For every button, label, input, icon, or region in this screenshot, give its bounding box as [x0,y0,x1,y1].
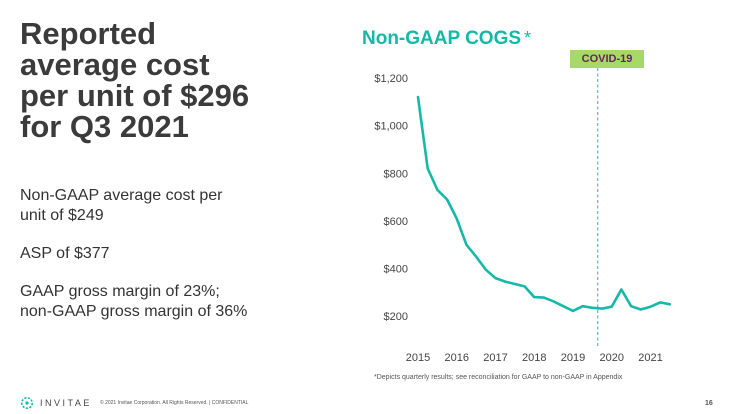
data-point [426,167,429,170]
headline: Reported average cost per unit of $296 f… [20,18,320,142]
copyright-notice: © 2021 Invitae Corporation. All Rights R… [100,400,249,406]
data-point [562,305,565,308]
metric-cost-per-unit: Non-GAAP average cost per unit of $249 [20,186,320,226]
data-point [659,301,662,304]
y-tick-label: $200 [384,311,408,323]
metric-line: ASP of $377 [20,245,110,262]
y-tick-label: $600 [384,216,408,228]
data-point [436,189,439,191]
x-tick-label: 2020 [600,352,624,364]
data-point [610,305,613,308]
data-point [494,277,497,279]
data-point [484,268,487,271]
x-tick-label: 2015 [406,352,430,364]
data-point [465,243,468,246]
chart-footnote: *Depicts quarterly results; see reconcil… [374,374,623,381]
data-point [543,296,545,299]
data-point [601,307,603,310]
page-number: 16 [705,400,713,407]
data-point [630,305,633,308]
metric-gross-margin: GAAP gross margin of 23%; non-GAAP gross… [20,282,320,322]
cogs-series-line [416,95,672,313]
headline-line: per unit of $296 [20,78,250,113]
metric-asp: ASP of $377 [20,244,320,264]
chart-title-text: Non-GAAP COGS [362,28,522,49]
metric-line: GAAP gross margin of 23%; [20,283,220,300]
brand-name: INVITAE [40,398,92,408]
data-point [523,285,526,288]
data-point [504,280,507,283]
metric-line: non-GAAP gross margin of 36% [20,303,248,320]
data-point [513,283,516,285]
data-point [475,255,478,258]
y-tick-label: $800 [384,168,408,180]
headline-line: average cost [20,47,210,82]
chart-title-footnote-marker: * [524,28,532,48]
data-point [620,288,623,291]
data-point [591,306,594,309]
y-tick-label: $400 [384,264,408,276]
data-point [417,96,419,98]
data-point [668,303,671,306]
x-tick-label: 2018 [522,352,546,364]
metric-line: Non-GAAP average cost per [20,187,223,204]
x-tick-label: 2019 [561,352,585,364]
headline-line: for Q3 2021 [20,109,189,144]
data-point [446,198,448,201]
data-point [572,310,574,312]
x-tick-label: 2021 [638,352,662,364]
metric-line: unit of $249 [20,207,104,224]
chart-title: Non-GAAP COGS * [362,28,531,50]
key-metrics-list: Non-GAAP average cost per unit of $249 A… [20,186,320,340]
y-tick-label: $1,200 [374,73,408,85]
data-point [533,296,536,299]
headline-line: Reported [20,16,157,51]
data-point [649,305,652,308]
y-tick-label: $1,000 [374,121,408,133]
data-point [552,300,555,303]
data-point [581,305,584,308]
data-point [455,217,458,220]
x-tick-label: 2016 [445,352,469,364]
covid-annotation-badge: COVID-19 [570,50,644,68]
data-point [639,308,642,311]
x-tick-label: 2017 [483,352,507,364]
invitae-logo-icon [21,397,33,409]
